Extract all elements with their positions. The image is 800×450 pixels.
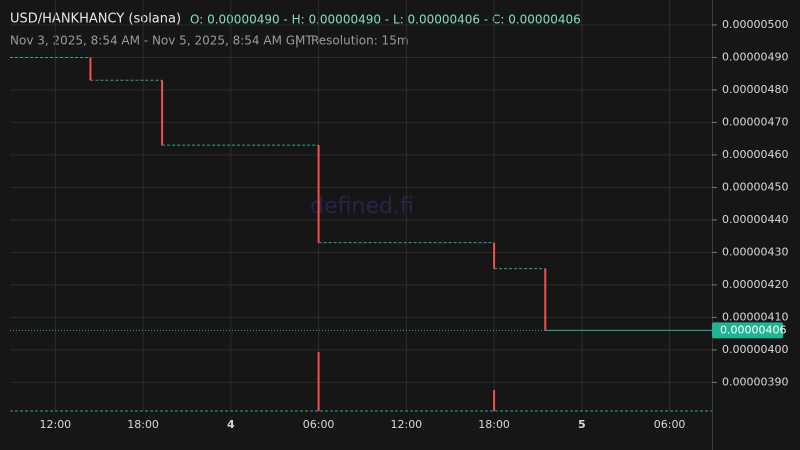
- last-price-badge: [712, 322, 783, 339]
- candle: [544, 268, 547, 331]
- y-tick-label: 0.00000470: [722, 115, 788, 128]
- candle: [89, 57, 92, 81]
- chart-title: USD/HANKHANCY (solana): [10, 12, 181, 27]
- candle: [493, 242, 496, 269]
- y-tick-label: 0.00000480: [722, 83, 788, 96]
- subtitle: Nov 3, 2025, 8:54 AM - Nov 5, 2025, 8:54…: [10, 34, 313, 48]
- y-tick-label: 0.00000400: [722, 343, 788, 356]
- ohlc-legend: O: 0.00000490 - H: 0.00000490 - L: 0.000…: [190, 13, 581, 27]
- watermark: defined.fi: [310, 194, 414, 219]
- y-tick-label: 0.00000460: [722, 148, 788, 161]
- x-tick-label: 5: [578, 418, 586, 431]
- x-tick-label: 12:00: [390, 418, 422, 431]
- x-tick-label: 12:00: [39, 418, 71, 431]
- x-tick-label: 06:00: [303, 418, 335, 431]
- x-tick-label: 18:00: [127, 418, 159, 431]
- y-tick-label: 0.00000420: [722, 278, 788, 291]
- x-tick-label: 18:00: [478, 418, 510, 431]
- volume-bar: [317, 352, 320, 411]
- y-tick-label: 0.00000440: [722, 213, 788, 226]
- y-tick-label: 0.00000410: [722, 310, 788, 323]
- y-tick-label: 0.00000500: [722, 18, 788, 31]
- candle: [161, 80, 164, 146]
- y-tick-label: 0.00000450: [722, 180, 788, 193]
- x-tick-label: 4: [227, 418, 235, 431]
- resolution: Resolution: 15m: [311, 34, 409, 48]
- last-price-label: 0.00000406: [720, 323, 786, 336]
- y-tick-label: 0.00000390: [722, 375, 788, 388]
- separator: |: [295, 34, 299, 48]
- y-tick-label: 0.00000430: [722, 245, 788, 258]
- volume-bar: [493, 390, 496, 411]
- y-tick-label: 0.00000490: [722, 50, 788, 63]
- x-tick-label: 06:00: [654, 418, 686, 431]
- candle: [317, 145, 320, 243]
